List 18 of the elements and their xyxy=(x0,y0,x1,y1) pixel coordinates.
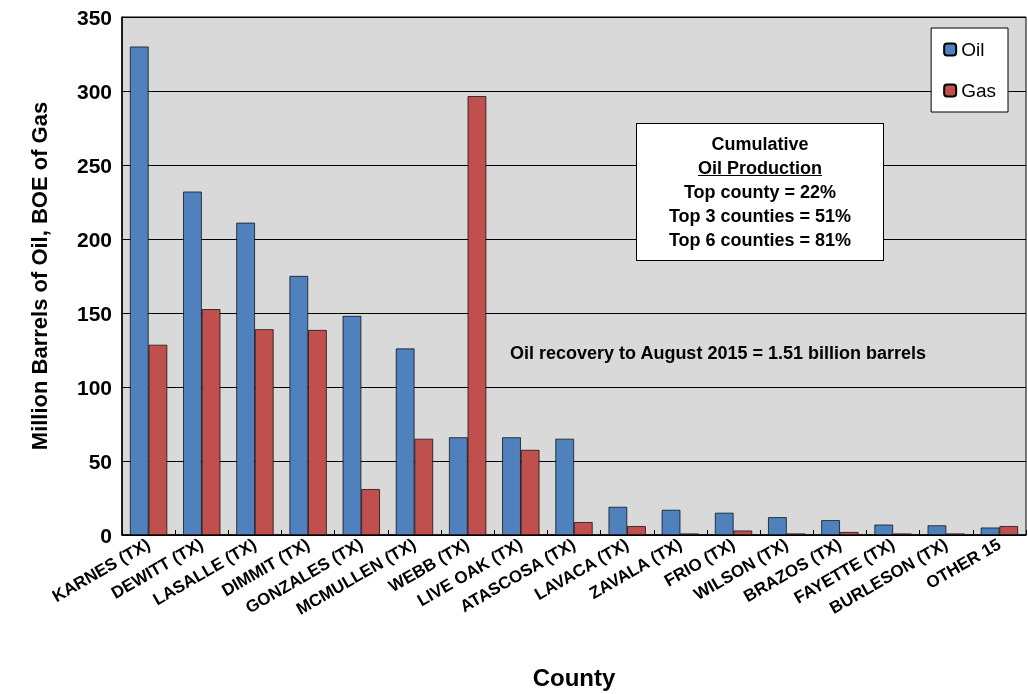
y-tick-label: 350 xyxy=(76,5,112,29)
annotation: Oil recovery to August 2015 = 1.51 billion barrels xyxy=(510,343,926,363)
y-tick-label: 250 xyxy=(76,153,112,177)
x-axis-title: County xyxy=(532,663,616,691)
legend-label: Gas xyxy=(961,80,997,101)
legend-label: Oil xyxy=(961,39,985,60)
annotation: Top 3 counties = 51% xyxy=(667,205,853,228)
y-tick-label: 150 xyxy=(76,301,112,325)
annotation: Oil Production xyxy=(697,157,823,180)
y-tick-label: 0 xyxy=(100,523,112,547)
annotation: Cumulative xyxy=(710,133,810,156)
annotation: Top 6 counties = 81% xyxy=(667,229,853,252)
y-tick-label: 200 xyxy=(76,227,112,251)
y-tick-label: 50 xyxy=(88,449,112,473)
y-tick-label: 300 xyxy=(76,79,112,103)
y-tick-label: 100 xyxy=(76,375,112,399)
y-axis-title: Million Barrels of Oil, BOE of Gas xyxy=(26,101,52,451)
annotation: Top county = 22% xyxy=(682,181,838,204)
